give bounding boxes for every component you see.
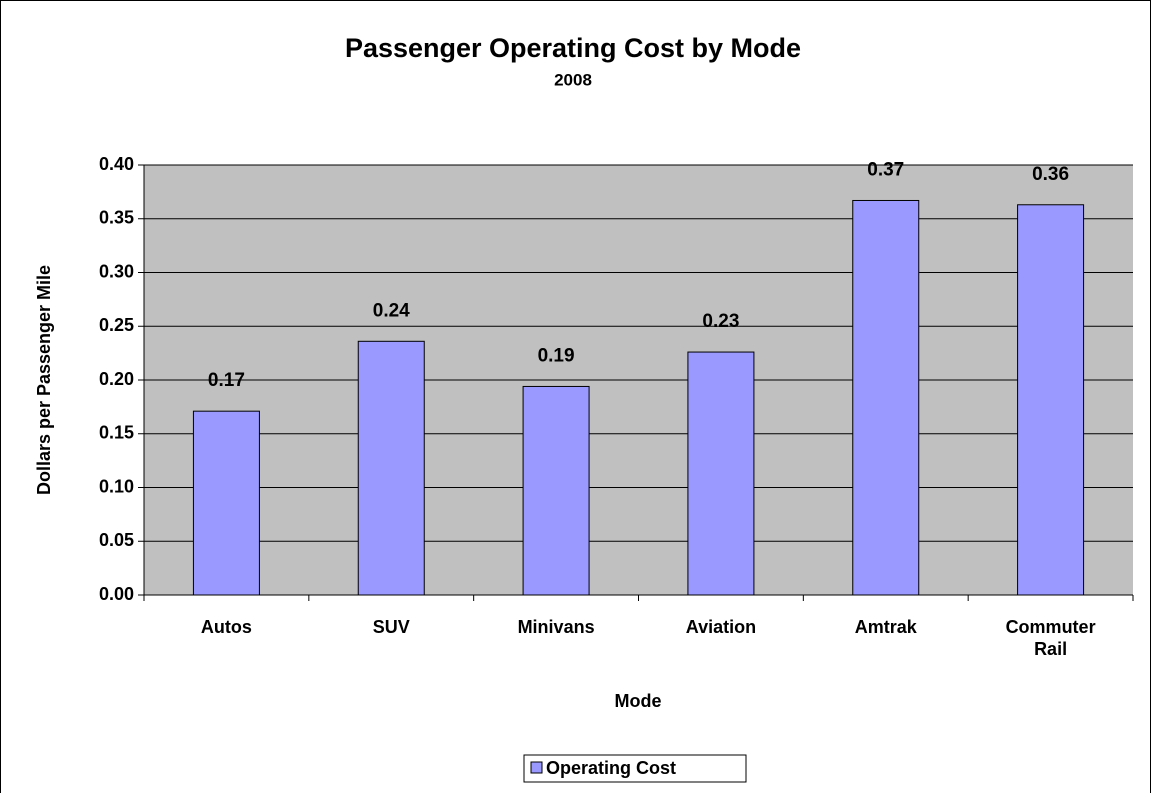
legend-box [523, 754, 747, 783]
y-tick-label: 0.00 [99, 584, 134, 604]
x-tick-label: Commuter Rail [1005, 617, 1096, 659]
legend-label: Operating Cost [546, 758, 676, 778]
x-tick-label: Aviation [685, 617, 757, 637]
legend-swatch [530, 761, 543, 774]
y-tick-label: 0.20 [99, 369, 134, 389]
data-label: 0.36 [1032, 164, 1069, 185]
y-axis-title: Dollars per Passenger Mile [34, 265, 54, 495]
y-tick-label: 0.10 [99, 476, 134, 496]
data-label: 0.37 [867, 159, 904, 180]
y-tick-label: 0.05 [99, 530, 134, 550]
x-tick-label-box: SUV [372, 617, 410, 637]
x-tick-label-box: Commuter Rail [1005, 617, 1096, 659]
x-tick-label-box: Autos [200, 617, 252, 637]
chart-subtitle: 2008 [554, 70, 592, 89]
y-tick-label: 0.25 [99, 315, 134, 335]
bar [1017, 204, 1085, 596]
data-label: 0.17 [208, 370, 245, 391]
bar [687, 351, 755, 596]
x-tick-label: Minivans [517, 617, 595, 637]
data-label: 0.23 [702, 311, 739, 332]
y-tick-label: 0.40 [99, 154, 134, 174]
x-tick-label: Autos [200, 617, 252, 637]
y-tick-label: 0.30 [99, 261, 134, 281]
x-axis-title: Mode [615, 691, 662, 711]
x-tick-label: SUV [372, 617, 410, 637]
x-tick-label-box: Amtrak [854, 617, 917, 637]
data-label: 0.19 [538, 345, 575, 366]
y-tick-label: 0.35 [99, 208, 134, 228]
data-label: 0.24 [373, 300, 410, 321]
bar [192, 410, 260, 596]
x-tick-label-box: Minivans [517, 617, 595, 637]
x-tick-label-box: Aviation [685, 617, 757, 637]
bar [357, 340, 425, 596]
chart-title: Passenger Operating Cost by Mode [345, 33, 801, 63]
x-tick-label: Amtrak [854, 617, 917, 637]
y-tick-label: 0.15 [99, 423, 134, 443]
bar [852, 199, 920, 596]
legend: Operating Cost [523, 754, 747, 783]
bar [522, 385, 590, 596]
